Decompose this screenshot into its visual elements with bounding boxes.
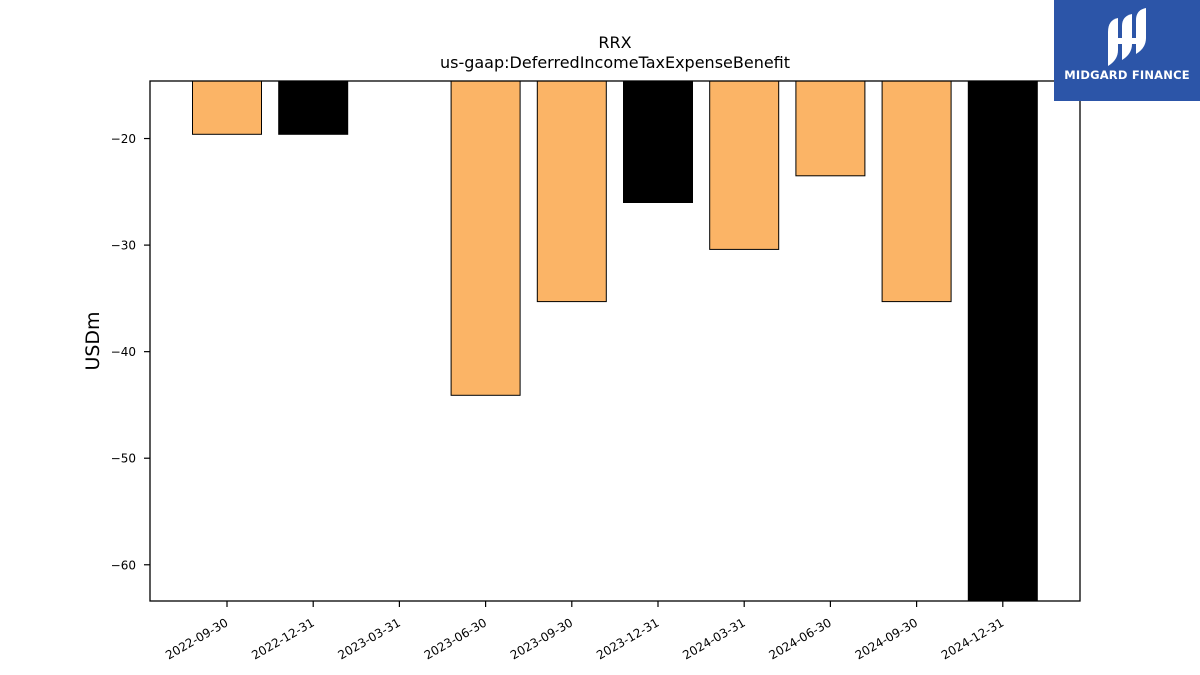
y-tick-label: −40 bbox=[111, 345, 136, 359]
brand-mark-icon bbox=[1108, 8, 1146, 66]
x-tick-label: 2022-09-30 bbox=[163, 615, 230, 662]
brand-name: MIDGARD FINANCE bbox=[1064, 68, 1190, 82]
bars-group bbox=[192, 80, 1038, 602]
x-tick-label: 2023-09-30 bbox=[508, 615, 575, 662]
bar-2023-09-30 bbox=[536, 80, 607, 303]
x-tick-label: 2024-09-30 bbox=[853, 615, 920, 662]
x-tick-label: 2024-12-31 bbox=[939, 615, 1006, 662]
x-tick-label: 2022-12-31 bbox=[249, 615, 316, 662]
bar-2024-09-30 bbox=[881, 80, 952, 303]
y-axis: −20 −30 −40 −50 −60 bbox=[111, 132, 150, 572]
bar-2024-12-31 bbox=[967, 80, 1038, 602]
chart-title: RRX bbox=[598, 33, 631, 52]
bar-2023-12-31 bbox=[623, 80, 693, 203]
x-tick-label: 2023-06-30 bbox=[422, 615, 489, 662]
x-tick-label: 2024-06-30 bbox=[766, 615, 833, 662]
plot-frame bbox=[149, 80, 1081, 602]
bar-2024-06-30 bbox=[795, 80, 866, 177]
bar-2022-12-31 bbox=[278, 80, 349, 135]
bar-2024-03-31 bbox=[709, 80, 780, 250]
x-tick-label: 2023-12-31 bbox=[594, 615, 661, 662]
y-tick-label: −50 bbox=[111, 452, 136, 466]
chart-subtitle: us-gaap:DeferredIncomeTaxExpenseBenefit bbox=[440, 53, 790, 72]
x-axis: 2022-09-30 2022-12-31 2023-03-31 2023-06-30… bbox=[163, 601, 1006, 662]
bar-2023-06-30 bbox=[450, 80, 521, 396]
y-tick-label: −20 bbox=[111, 132, 136, 146]
y-tick-label: −30 bbox=[111, 239, 136, 253]
y-tick-label: −60 bbox=[111, 558, 136, 572]
brand-logo: MIDGARD FINANCE bbox=[1054, 0, 1200, 101]
y-axis-label: USDm bbox=[82, 311, 104, 370]
x-tick-label: 2023-03-31 bbox=[335, 615, 402, 662]
bar-2022-09-30 bbox=[192, 80, 262, 135]
x-tick-label: 2024-03-31 bbox=[680, 615, 747, 662]
